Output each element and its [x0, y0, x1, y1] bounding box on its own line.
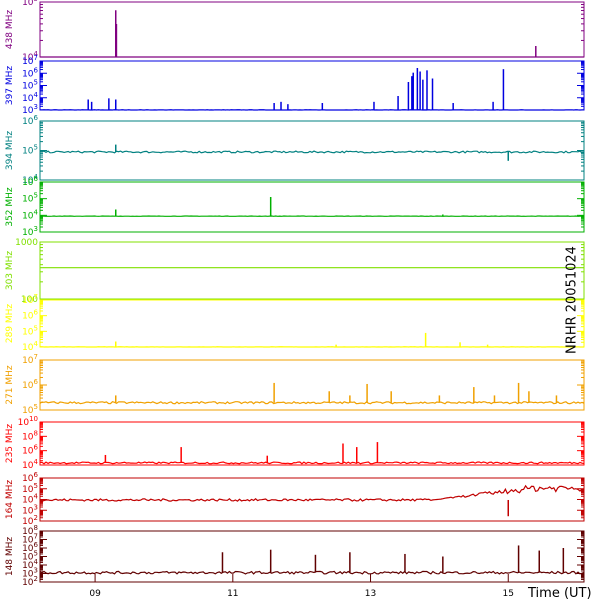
- x-tick-label: 11: [227, 589, 238, 599]
- y-tick-label: 105: [22, 0, 38, 8]
- y-tick-label: 106: [22, 444, 38, 457]
- panel-frame: [40, 422, 584, 465]
- panel-frame: [40, 61, 584, 110]
- y-tick-label: 106: [22, 378, 38, 391]
- y-tick-label: 106: [22, 309, 38, 322]
- flux-trace: [40, 571, 584, 574]
- y-tick-label: 103: [22, 225, 38, 238]
- y-tick-label: 108: [22, 429, 38, 442]
- y-tick-label: 104: [22, 458, 38, 471]
- panel-name: 352 MHz: [5, 187, 15, 227]
- panel-frame: [40, 242, 584, 299]
- y-tick-label: 104: [22, 340, 38, 353]
- y-tick-label: 105: [22, 192, 38, 205]
- y-tick-label: 1000: [15, 238, 38, 248]
- x-tick-label: 15: [503, 589, 514, 599]
- flux-trace: [40, 486, 584, 501]
- y-tick-label: 107: [22, 353, 38, 366]
- panel-frame: [40, 531, 584, 582]
- panel-frame: [40, 182, 584, 232]
- panel-frame: [40, 2, 584, 57]
- flux-trace: [40, 151, 584, 153]
- panel-name: 394 MHz: [5, 131, 15, 171]
- panel-name: 148 MHz: [5, 537, 15, 577]
- time-axis: 09 11 13 15: [89, 574, 514, 599]
- y-tick-label: 105: [22, 324, 38, 337]
- y-tick-label: 1010: [18, 415, 38, 428]
- flux-trace: [40, 462, 584, 464]
- flux-trace: [40, 402, 584, 404]
- y-tick-label: 104: [22, 91, 38, 104]
- y-tick-label: 105: [22, 144, 38, 157]
- y-tick-label: 105: [22, 79, 38, 92]
- x-tick-label: 09: [89, 589, 101, 599]
- y-tick-label: 104: [22, 208, 38, 221]
- x-tick-label: 13: [365, 589, 376, 599]
- panel-name: 235 MHz: [5, 424, 15, 464]
- panel-name: 271 MHz: [5, 365, 15, 405]
- panel-name: 397 MHz: [5, 66, 15, 106]
- panel-name: 303 MHz: [5, 251, 15, 291]
- panel-438-mhz: 104105438 MHz: [5, 0, 584, 63]
- y-tick-label: 106: [22, 66, 38, 79]
- station-date-text: NRHR 20051024: [565, 246, 580, 354]
- panel-name: 289 MHz: [5, 304, 15, 344]
- panel-frame: [40, 478, 584, 521]
- panel-name: 164 MHz: [5, 480, 15, 520]
- panel-frame: [40, 300, 584, 347]
- x-axis-label: Time (UT): [528, 586, 592, 601]
- panel-name: 438 MHz: [5, 10, 15, 50]
- panel-frame: [40, 121, 584, 180]
